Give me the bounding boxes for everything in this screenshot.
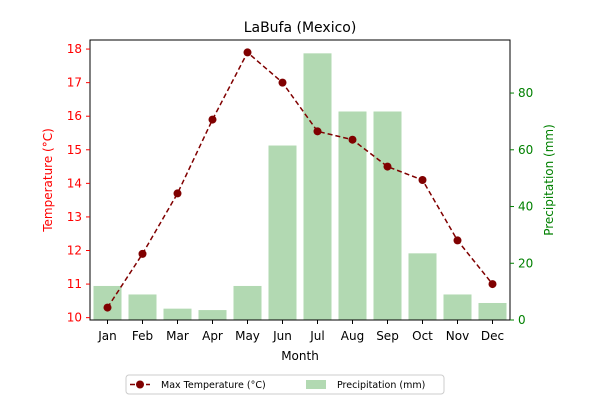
temperature-point-apr xyxy=(208,115,217,124)
x-tick-label: Sep xyxy=(376,329,399,343)
temperature-point-jun xyxy=(278,78,287,87)
precipitation-tick-label: 80 xyxy=(518,86,533,100)
precipitation-bar-mar xyxy=(163,308,192,320)
precipitation-bar-may xyxy=(233,285,262,320)
temperature-point-feb xyxy=(138,249,147,258)
precipitation-bar-dec xyxy=(478,302,507,320)
precipitation-bar-jul xyxy=(303,53,332,320)
temperature-axis-label: Temperature (°C) xyxy=(41,128,55,233)
temperature-point-oct xyxy=(418,176,427,184)
plot-frame xyxy=(89,39,511,321)
precipitation-bar-jan xyxy=(93,285,122,320)
temperature-tick-label: 11 xyxy=(67,277,82,291)
x-tick-label: Mar xyxy=(166,329,189,343)
temperature-tick-label: 13 xyxy=(67,210,82,224)
precipitation-bar-apr xyxy=(198,310,227,320)
x-tick-label: Feb xyxy=(132,329,153,343)
precipitation-tick-label: 20 xyxy=(518,256,533,270)
temperature-tick-label: 15 xyxy=(67,143,82,157)
x-tick-label: Aug xyxy=(341,329,364,343)
temperature-point-jul xyxy=(313,127,322,136)
legend-temperature-marker xyxy=(136,380,144,389)
temperature-tick-label: 18 xyxy=(67,42,82,56)
temperature-line xyxy=(106,51,494,308)
temperature-axis: 10 11 12 13 14 15 16 17 18 xyxy=(67,42,90,325)
temperature-point-dec xyxy=(488,280,497,289)
temperature-line-layer xyxy=(103,48,497,312)
temperature-tick-label: 17 xyxy=(67,76,82,90)
precipitation-axis-label: Precipitation (mm) xyxy=(542,124,556,236)
temperature-point-aug xyxy=(348,135,357,144)
x-tick-label: Oct xyxy=(412,329,433,343)
temperature-tick-label: 10 xyxy=(67,311,82,325)
precipitation-tick-label: 40 xyxy=(518,200,533,214)
temperature-point-sep xyxy=(383,162,392,171)
temperature-tick-label: 12 xyxy=(67,244,82,258)
temperature-point-mar xyxy=(173,189,182,198)
x-tick-label: Apr xyxy=(202,329,223,343)
precipitation-bar-sep xyxy=(373,111,402,320)
x-axis-label: Month xyxy=(281,349,319,363)
temperature-tick-label: 14 xyxy=(67,176,82,190)
x-tick-label: Dec xyxy=(481,329,504,343)
legend-box xyxy=(125,374,445,395)
temperature-point-may xyxy=(243,48,252,57)
precipitation-bars xyxy=(93,53,507,320)
legend-temperature-label: Max Temperature (°C) xyxy=(161,380,266,391)
precipitation-bar-nov xyxy=(443,294,472,320)
x-tick-label: Jun xyxy=(272,329,292,343)
x-tick-label: Jan xyxy=(97,329,117,343)
precipitation-tick-label: 60 xyxy=(518,143,533,157)
x-tick-label: Jul xyxy=(309,329,324,343)
precipitation-axis: 0 20 40 60 80 xyxy=(510,86,533,327)
precipitation-bar-feb xyxy=(128,294,157,320)
x-tick-label: May xyxy=(235,329,260,343)
chart-title: LaBufa (Mexico) xyxy=(244,20,357,36)
precipitation-bar-oct xyxy=(408,253,437,320)
temperature-point-jan xyxy=(103,303,112,312)
legend-precipitation-label: Precipitation (mm) xyxy=(337,380,425,391)
temperature-point-nov xyxy=(453,236,462,245)
temperature-tick-label: 16 xyxy=(67,109,82,123)
precipitation-tick-label: 0 xyxy=(518,313,526,327)
x-tick-label: Nov xyxy=(446,329,469,343)
legend-precipitation-swatch xyxy=(306,380,326,389)
x-axis: Jan Feb Mar Apr May Jun Jul Aug Sep Oct Nov Dec xyxy=(97,320,504,343)
legend: Max Temperature (°C) Precipitation (mm) xyxy=(125,374,445,395)
precipitation-bar-jun xyxy=(268,145,297,320)
